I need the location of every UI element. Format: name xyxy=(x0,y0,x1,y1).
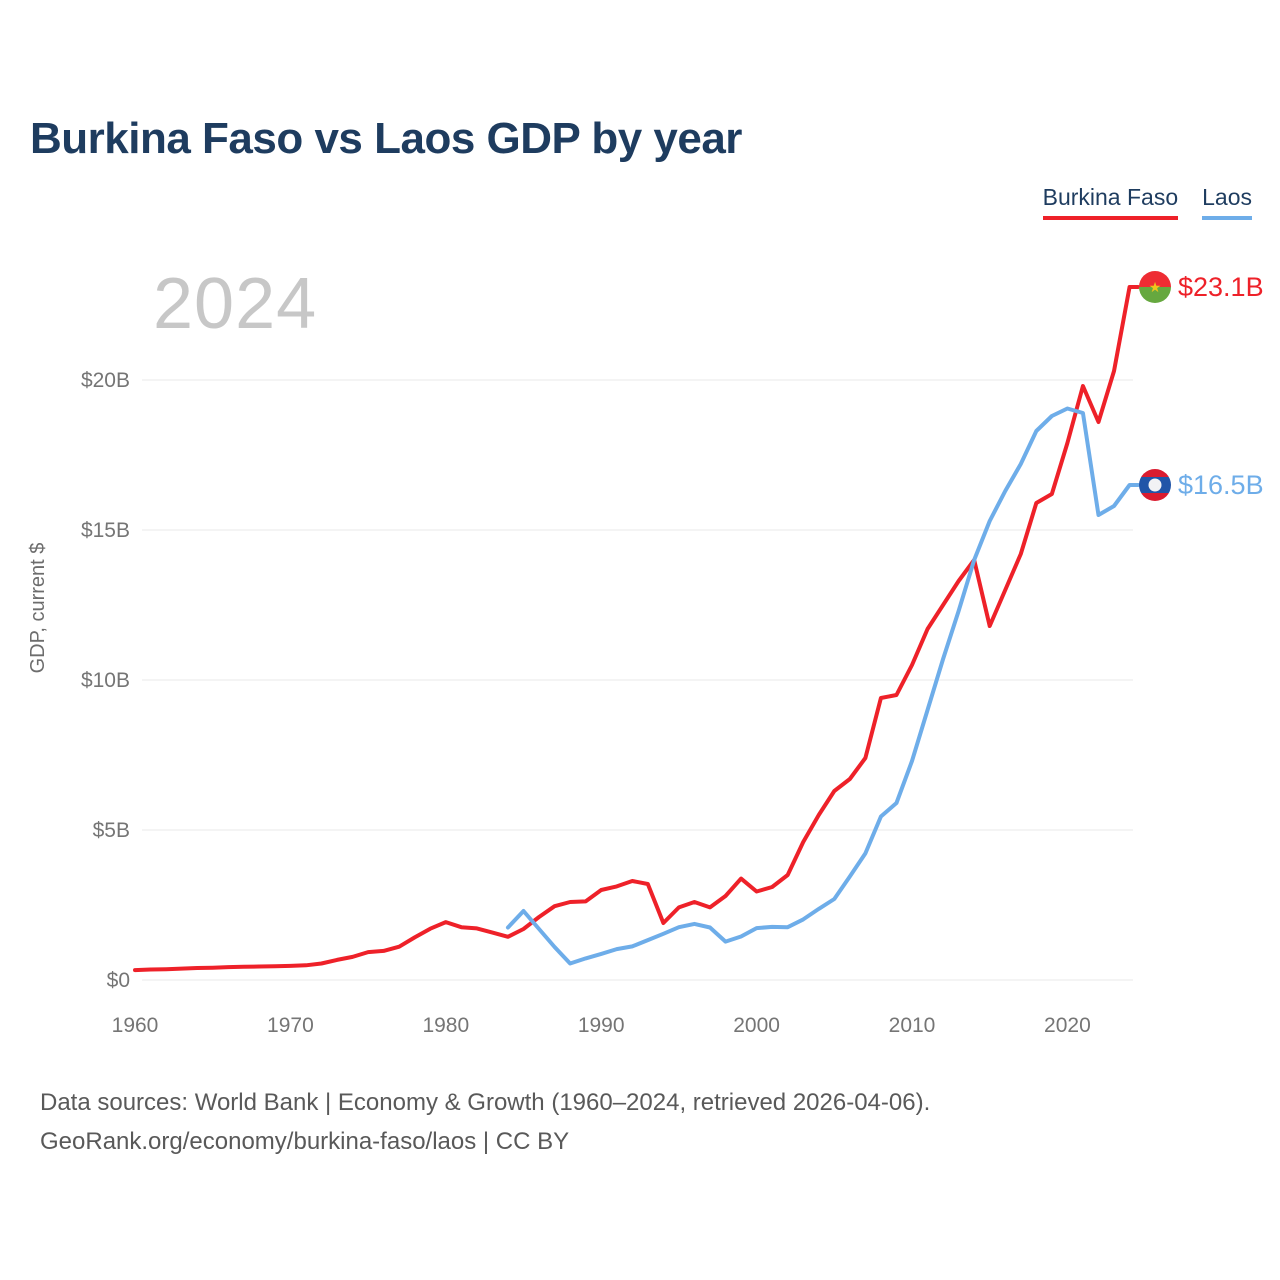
y-tick-label: $15B xyxy=(81,519,130,542)
y-tick-label: $10B xyxy=(81,669,130,692)
x-tick-label: 1970 xyxy=(267,1014,314,1037)
series-line-laos[interactable] xyxy=(505,406,1140,966)
flag-red-band xyxy=(1139,271,1171,287)
x-tick-label: 1990 xyxy=(578,1014,625,1037)
legend-item-laos[interactable]: Laos xyxy=(1202,184,1252,220)
y-tick-label: $5B xyxy=(93,819,130,842)
burkina-faso-flag-icon: ★ xyxy=(1139,271,1171,303)
legend-label-burkina-faso: Burkina Faso xyxy=(1042,184,1179,210)
x-tick-label: 2010 xyxy=(889,1014,936,1037)
x-tick-label: 1980 xyxy=(422,1014,469,1037)
x-tick-label: 1960 xyxy=(112,1014,159,1037)
page-title: Burkina Faso vs Laos GDP by year xyxy=(30,114,742,163)
x-tick-label: 2000 xyxy=(733,1014,780,1037)
flag-star: ★ xyxy=(1148,278,1162,295)
burkina-faso-end-value-label: $23.1B xyxy=(1178,272,1264,302)
footer-attribution-line: GeoRank.org/economy/burkina-faso/laos | … xyxy=(40,1128,570,1155)
chart-footer: Data sources: World Bank | Economy & Gro… xyxy=(40,1083,930,1161)
flag-green-band xyxy=(1139,287,1171,303)
y-tick-label: $20B xyxy=(81,369,130,392)
legend-item-burkina-faso[interactable]: Burkina Faso xyxy=(1042,184,1179,220)
footer-sources-line: Data sources: World Bank | Economy & Gro… xyxy=(40,1089,931,1116)
series-line-burkina-faso[interactable] xyxy=(133,285,1140,973)
year-watermark: 2024 xyxy=(153,264,318,344)
laos-flag-icon xyxy=(1139,469,1171,501)
laos-end-value-label: $16.5B xyxy=(1178,470,1264,500)
legend-label-laos: Laos xyxy=(1202,184,1252,210)
chart-legend: Burkina Faso Laos xyxy=(1042,184,1252,220)
flag-white-disc xyxy=(1148,478,1162,492)
x-tick-label: 2020 xyxy=(1044,1014,1091,1037)
y-axis-title: GDP, current $ xyxy=(27,543,49,674)
y-tick-label: $0 xyxy=(107,969,130,992)
